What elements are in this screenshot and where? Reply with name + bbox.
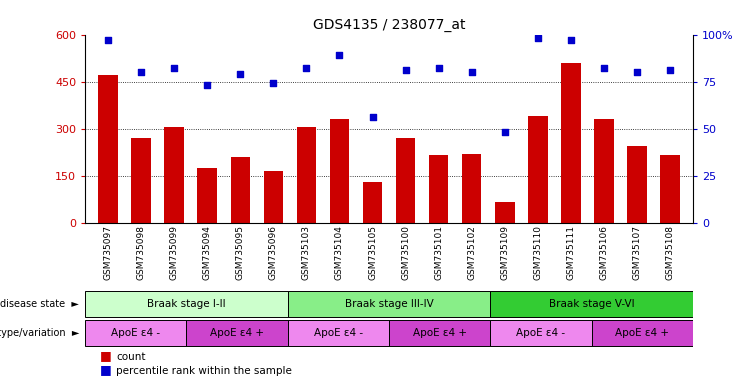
Point xyxy=(301,65,313,71)
Bar xyxy=(362,182,382,223)
Bar xyxy=(99,75,119,223)
Bar xyxy=(165,127,185,223)
Point xyxy=(433,65,445,71)
Bar xyxy=(462,154,482,223)
Bar xyxy=(288,291,491,317)
Point xyxy=(234,71,246,77)
Point xyxy=(367,114,379,121)
Point xyxy=(202,82,213,88)
Bar xyxy=(561,63,580,223)
Text: genotype/variation  ►: genotype/variation ► xyxy=(0,328,79,338)
Point xyxy=(565,37,576,43)
Text: Braak stage V-VI: Braak stage V-VI xyxy=(549,299,634,310)
Text: ApoE ε4 +: ApoE ε4 + xyxy=(413,328,467,338)
Point xyxy=(102,37,114,43)
Point xyxy=(333,52,345,58)
Text: ■: ■ xyxy=(100,349,112,362)
Text: Braak stage III-IV: Braak stage III-IV xyxy=(345,299,433,310)
Bar xyxy=(85,320,187,346)
Bar xyxy=(389,320,491,346)
Title: GDS4135 / 238077_at: GDS4135 / 238077_at xyxy=(313,18,465,32)
Bar xyxy=(85,291,288,317)
Bar xyxy=(230,157,250,223)
Point xyxy=(664,67,676,73)
Bar xyxy=(396,138,416,223)
Bar xyxy=(491,320,591,346)
Point xyxy=(136,69,147,75)
Point xyxy=(598,65,610,71)
Bar xyxy=(495,202,514,223)
Point xyxy=(399,67,411,73)
Bar xyxy=(288,320,389,346)
Bar xyxy=(296,127,316,223)
Text: ApoE ε4 +: ApoE ε4 + xyxy=(615,328,669,338)
Point xyxy=(168,65,180,71)
Bar xyxy=(491,291,693,317)
Point xyxy=(499,129,511,136)
Text: count: count xyxy=(116,352,146,362)
Text: percentile rank within the sample: percentile rank within the sample xyxy=(116,366,292,376)
Bar xyxy=(627,146,647,223)
Point xyxy=(465,69,477,75)
Point xyxy=(268,80,279,86)
Bar xyxy=(428,155,448,223)
Point xyxy=(532,35,544,41)
Bar xyxy=(264,171,283,223)
Text: ■: ■ xyxy=(100,363,112,376)
Bar xyxy=(330,119,350,223)
Bar xyxy=(187,320,288,346)
Text: ApoE ε4 -: ApoE ε4 - xyxy=(111,328,160,338)
Text: Braak stage I-II: Braak stage I-II xyxy=(147,299,226,310)
Bar xyxy=(594,119,614,223)
Bar xyxy=(591,320,693,346)
Bar xyxy=(131,138,151,223)
Bar xyxy=(528,116,548,223)
Bar xyxy=(659,155,679,223)
Text: disease state  ►: disease state ► xyxy=(0,299,79,310)
Bar xyxy=(198,168,217,223)
Text: ApoE ε4 +: ApoE ε4 + xyxy=(210,328,264,338)
Text: ApoE ε4 -: ApoE ε4 - xyxy=(516,328,565,338)
Point xyxy=(631,69,642,75)
Text: ApoE ε4 -: ApoE ε4 - xyxy=(314,328,363,338)
